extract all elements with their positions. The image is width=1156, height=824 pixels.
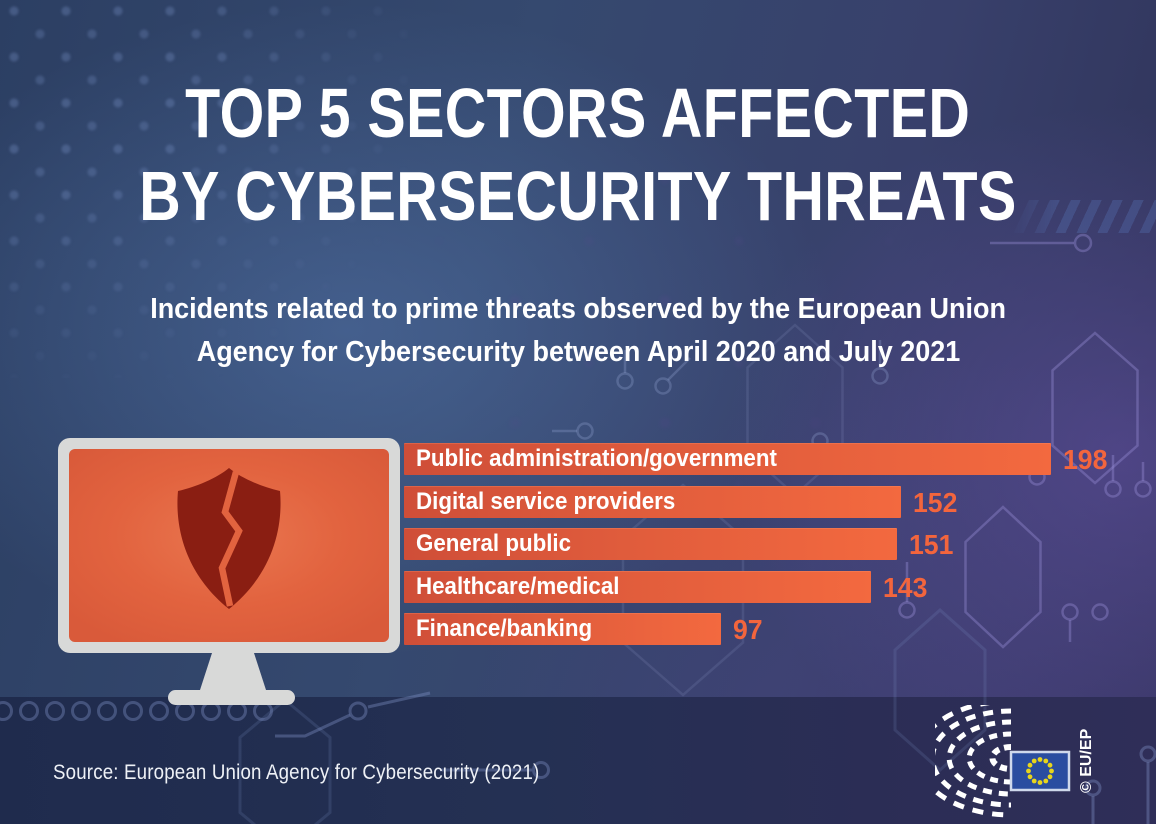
- broken-shield-icon: [177, 468, 281, 609]
- bar-row-digital-service-providers: Digital service providers 152: [404, 486, 1156, 518]
- stripe-decoration: [1008, 200, 1156, 233]
- bar-value-label: 97: [733, 614, 763, 645]
- bar-finance-banking: Finance/banking: [404, 613, 721, 645]
- dot-grid-decoration: [0, 0, 408, 378]
- subtitle-line-1: Incidents related to prime threats obser…: [150, 293, 1006, 325]
- bar-category-label: Digital service providers: [416, 488, 676, 515]
- bar-digital-service-providers: Digital service providers: [404, 486, 901, 518]
- bar-healthcare-medical: Healthcare/medical: [404, 571, 871, 603]
- logo-copyright: © EU/EP: [1078, 728, 1095, 793]
- bar-row-finance-banking: Finance/banking 97: [404, 613, 1156, 645]
- title-line-1: TOP 5 SECTORS AFFECTED: [185, 74, 971, 152]
- bar-general-public: General public: [404, 528, 897, 560]
- bar-category-label: Finance/banking: [416, 615, 593, 642]
- subtitle-line-2: Agency for Cybersecurity between April 2…: [196, 336, 960, 368]
- bar-category-label: General public: [416, 530, 572, 557]
- european-parliament-logo: © EU/EP: [935, 705, 1095, 818]
- bar-category-label: Public administration/government: [416, 445, 777, 472]
- bar-chart: Public administration/government 198 Digit…: [404, 443, 1156, 656]
- bar-value-label: 152: [913, 487, 958, 518]
- hemicycle-icon: [935, 705, 1012, 818]
- bar-value-label: 143: [883, 572, 928, 603]
- bar-row-public-administration-government: Public administration/government 198: [404, 443, 1156, 475]
- bar-value-label: 151: [909, 529, 954, 560]
- bar-value-label: 198: [1063, 444, 1108, 475]
- page-title: TOP 5 SECTORS AFFECTED BY CYBERSECURITY …: [0, 72, 1156, 238]
- monitor-icon: [58, 438, 400, 705]
- subtitle: Incidents related to prime threats obser…: [0, 288, 1156, 374]
- eu-flag-icon: [1009, 750, 1071, 792]
- title-line-2: BY CYBERSECURITY THREATS: [139, 157, 1017, 235]
- bottom-band: [0, 697, 1156, 824]
- bar-row-general-public: General public 151: [404, 528, 1156, 560]
- source-text: Source: European Union Agency for Cybers…: [53, 761, 540, 784]
- bar-public-administration-government: Public administration/government: [404, 443, 1051, 475]
- bar-row-healthcare-medical: Healthcare/medical 143: [404, 571, 1156, 603]
- bar-category-label: Healthcare/medical: [416, 573, 620, 600]
